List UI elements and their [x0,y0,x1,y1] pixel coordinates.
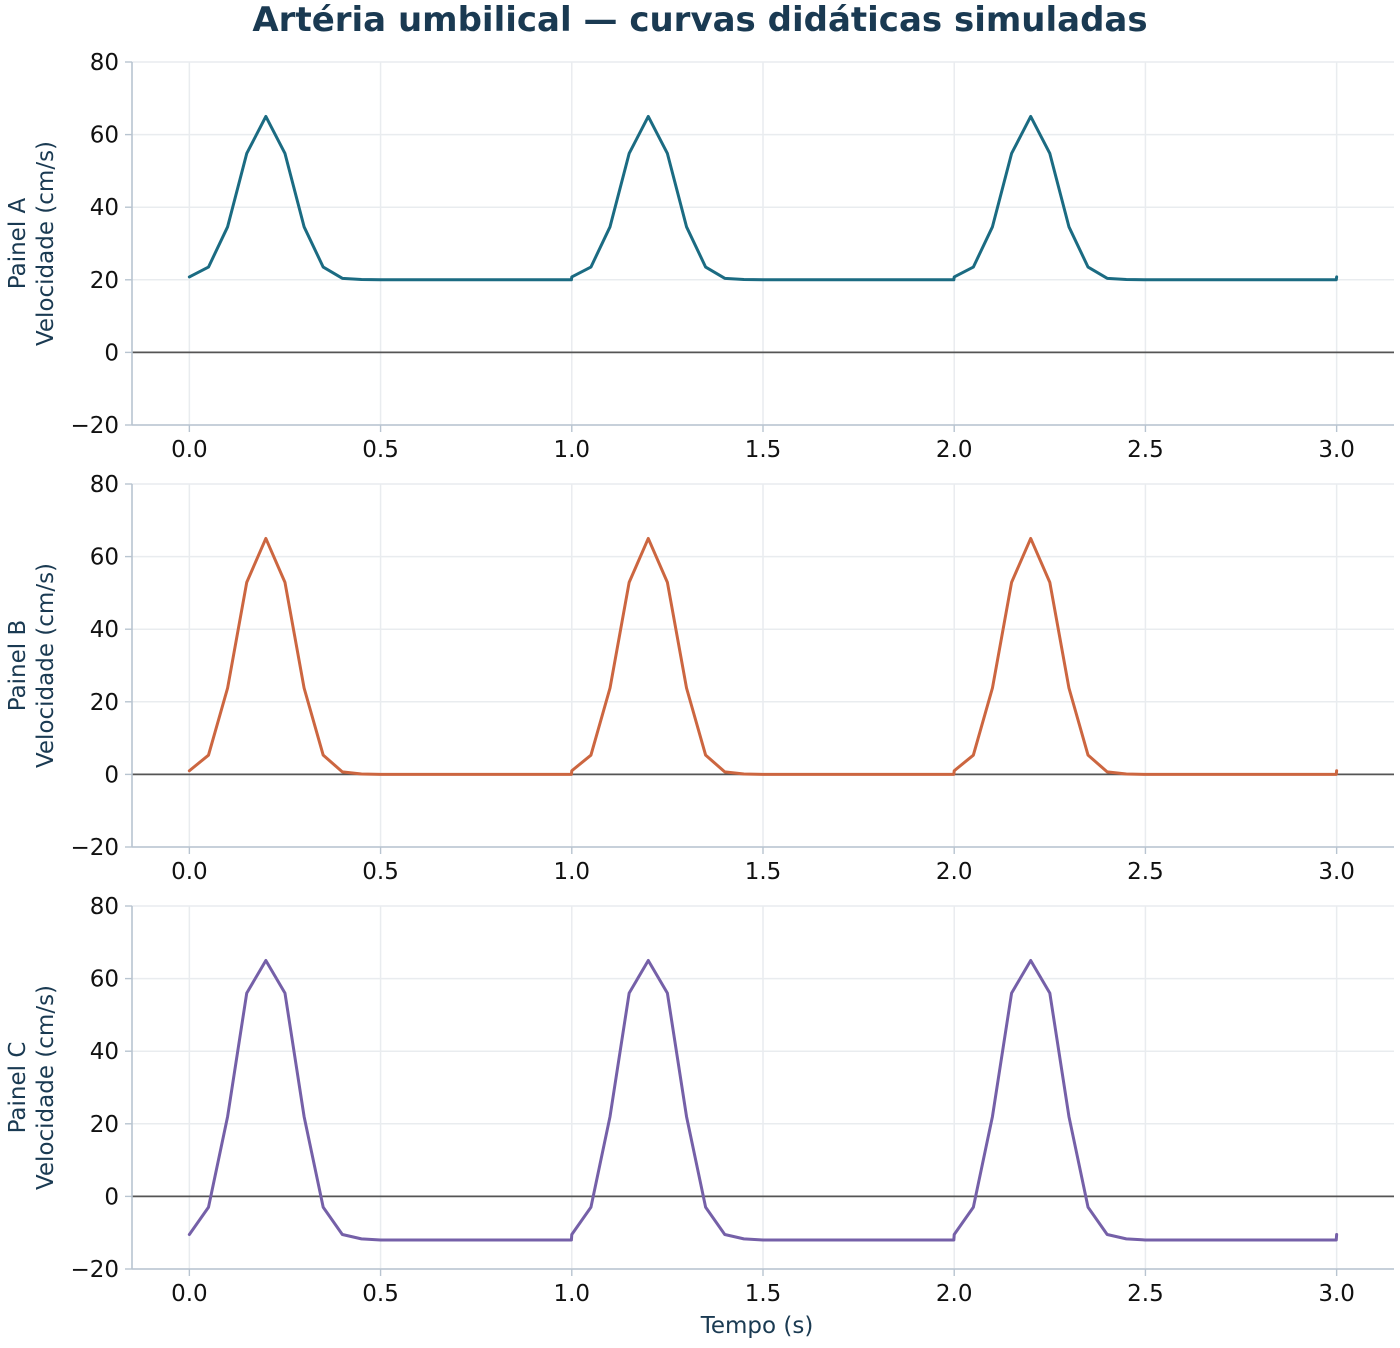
y-tick-label: 0 [104,340,119,366]
y-axis-label: Painel CVelocidade (cm/s) [5,985,59,1190]
x-tick-label: 2.5 [1127,1281,1164,1307]
x-tick-label: 0.5 [362,859,399,885]
x-tick-label: 0.5 [362,1281,399,1307]
panel-label: Painel B [5,620,31,712]
x-tick-label: 1.0 [553,437,590,463]
y-tick-label: 20 [90,268,119,294]
y-tick-label: 80 [90,472,119,498]
series-line [187,958,1339,1242]
panel-label: Painel A [5,197,31,289]
y-tick-label: 20 [90,1112,119,1138]
x-tick-label: 1.0 [553,859,590,885]
y-axis-title: Velocidade (cm/s) [33,563,59,768]
y-tick-label: 60 [90,545,119,571]
y-tick-label: −20 [70,413,119,439]
y-axis-label: Painel AVelocidade (cm/s) [5,141,59,346]
x-tick-label: 1.5 [745,859,782,885]
x-tick-label: 0.5 [362,437,399,463]
series-line [187,114,1339,282]
chart-panel-3: −20 0 20 40 60 80 0.0 0.5 1.0 1.5 2.0 2.5 3.0 Painel … [5,894,1394,1339]
y-tick-label: 0 [104,762,119,788]
x-tick-label: 3.0 [1318,437,1355,463]
panel-label: Painel C [5,1042,31,1134]
x-tick-label: 0.0 [171,1281,208,1307]
y-tick-label: −20 [70,835,119,861]
y-axis-title: Velocidade (cm/s) [33,141,59,346]
y-tick-label: 40 [90,195,119,221]
chart-panel-1: −20 0 20 40 60 80 0.0 0.5 1.0 1.5 2.0 2.5 3.0 Painel … [5,50,1394,463]
x-tick-label: 2.0 [936,437,973,463]
x-tick-label: 1.5 [745,1281,782,1307]
x-tick-label: 2.0 [936,859,973,885]
y-tick-label: 80 [90,50,119,76]
x-tick-label: 2.0 [936,1281,973,1307]
series-line [187,536,1339,776]
y-tick-label: −20 [70,1257,119,1283]
y-tick-label: 60 [90,967,119,993]
chart-title: Artéria umbilical — curvas didáticas sim… [252,0,1147,40]
y-tick-label: 0 [104,1184,119,1210]
y-tick-label: 20 [90,690,119,716]
y-axis-title: Velocidade (cm/s) [33,985,59,1190]
y-tick-label: 40 [90,1039,119,1065]
y-tick-label: 40 [90,617,119,643]
x-tick-label: 1.5 [745,437,782,463]
x-tick-label: 3.0 [1318,1281,1355,1307]
y-tick-label: 80 [90,894,119,920]
x-tick-label: 3.0 [1318,859,1355,885]
y-axis-label: Painel BVelocidade (cm/s) [5,563,59,768]
x-tick-label: 2.5 [1127,437,1164,463]
x-tick-label: 0.0 [171,859,208,885]
x-tick-label: 1.0 [553,1281,590,1307]
x-tick-label: 2.5 [1127,859,1164,885]
x-tick-label: 0.0 [171,437,208,463]
y-tick-label: 60 [90,123,119,149]
x-axis-label: Tempo (s) [700,1313,814,1339]
chart-panel-2: −20 0 20 40 60 80 0.0 0.5 1.0 1.5 2.0 2.5 3.0 Painel … [5,472,1394,885]
